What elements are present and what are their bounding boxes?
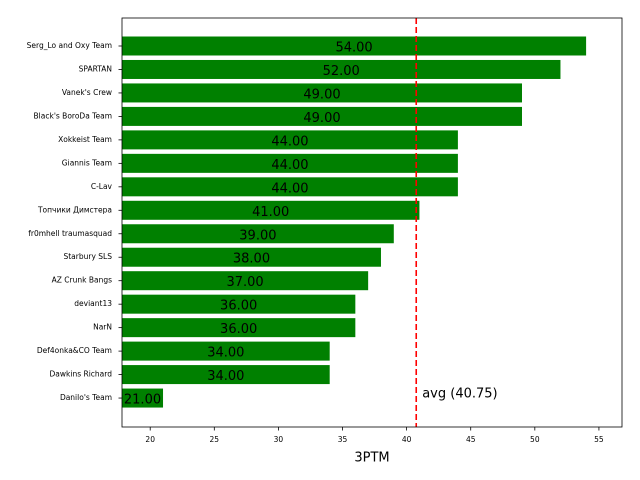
category-label: Топчики Димстера (37, 205, 112, 214)
value-label: 36.00 (220, 299, 257, 314)
value-label: 44.00 (271, 181, 308, 196)
x-tick-label: 20 (145, 435, 155, 444)
bar (122, 106, 522, 126)
value-label: 39.00 (239, 228, 276, 243)
bar (122, 271, 369, 291)
x-tick-label: 50 (530, 435, 540, 444)
average-label: avg (40.75) (422, 387, 497, 402)
bar (122, 224, 394, 244)
category-label: Vanek's Crew (62, 88, 112, 97)
bar (122, 341, 330, 361)
category-label: fr0mhell traumasquad (28, 229, 112, 238)
x-tick-label: 35 (338, 435, 348, 444)
bar (122, 153, 458, 173)
value-label: 41.00 (252, 205, 289, 220)
bar (122, 318, 356, 338)
bar (122, 365, 330, 385)
category-label: Dawkins Richard (50, 370, 113, 379)
x-tick-label: 55 (594, 435, 604, 444)
category-label: Xokkeist Team (58, 135, 112, 144)
category-label: Serg_Lo and Oxy Team (27, 41, 112, 50)
value-label: 52.00 (323, 64, 360, 79)
value-label: 34.00 (207, 346, 244, 361)
value-label: 44.00 (271, 158, 308, 173)
category-label: deviant13 (74, 299, 112, 308)
value-label: 44.00 (271, 134, 308, 149)
bar (122, 294, 356, 314)
value-label: 37.00 (226, 275, 263, 290)
category-label: SPARTAN (79, 64, 112, 73)
bar (122, 83, 522, 103)
category-label: Danilo's Team (60, 393, 112, 402)
category-label: C-Lav (91, 182, 113, 191)
value-label: 36.00 (220, 322, 257, 337)
category-label: Black's BoroDa Team (34, 111, 112, 120)
bar (122, 36, 587, 56)
category-label: NarN (93, 323, 112, 332)
value-label: 54.00 (335, 41, 372, 56)
bar (122, 59, 561, 79)
x-tick-label: 30 (274, 435, 284, 444)
bar (122, 388, 164, 408)
category-label: AZ Crunk Bangs (52, 276, 112, 285)
value-label: 34.00 (207, 369, 244, 384)
bar (122, 177, 458, 197)
bar (122, 200, 420, 220)
value-label: 38.00 (233, 252, 270, 267)
x-tick-label: 45 (466, 435, 476, 444)
value-label: 49.00 (303, 111, 340, 126)
bar (122, 130, 458, 150)
x-tick-label: 25 (210, 435, 220, 444)
category-label: Starbury SLS (63, 252, 112, 261)
value-label: 49.00 (303, 87, 340, 102)
x-axis-label: 3PTM (354, 451, 389, 466)
x-tick-label: 40 (402, 435, 412, 444)
plot-frame (121, 17, 623, 428)
category-label: Def4onka&CO Team (37, 346, 112, 355)
value-label: 21.00 (124, 393, 161, 408)
bar (122, 247, 381, 267)
category-label: Giannis Team (62, 158, 112, 167)
